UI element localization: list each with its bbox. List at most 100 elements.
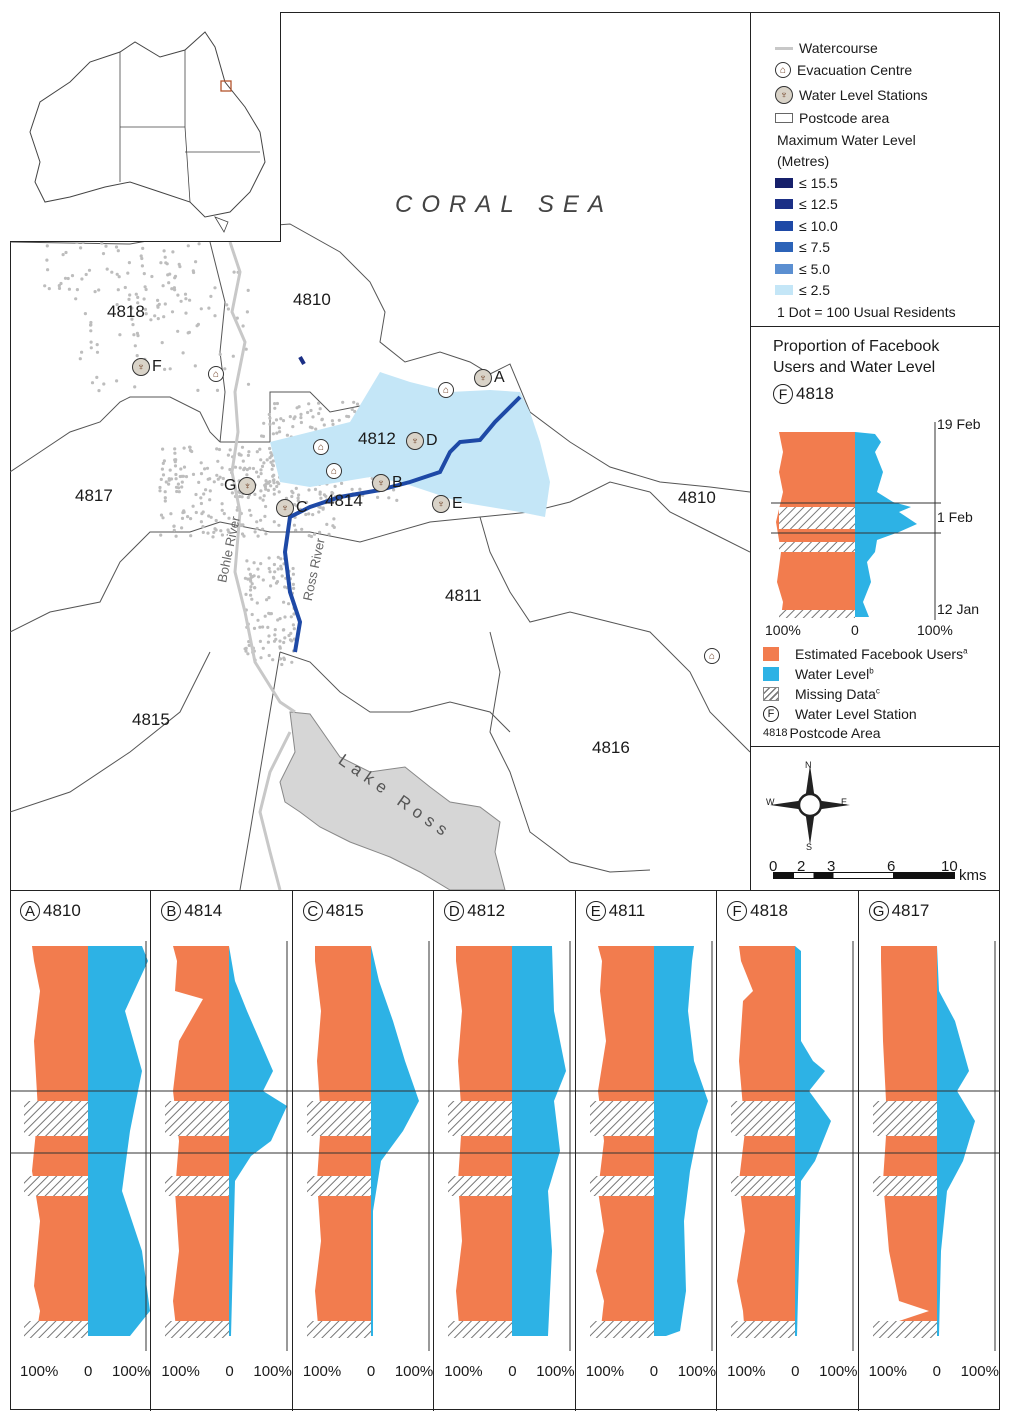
population-dot <box>216 459 220 463</box>
population-dot <box>144 287 148 292</box>
population-dot <box>217 447 222 452</box>
postcode-label: 4810 <box>678 488 716 507</box>
station-g: ♆ G <box>224 477 257 495</box>
population-dot <box>161 447 165 451</box>
population-dot <box>70 274 75 278</box>
population-dot <box>331 422 335 426</box>
chart-title: C 4815 <box>302 901 364 921</box>
population-dot <box>268 456 272 460</box>
population-dot <box>80 350 84 354</box>
population-dot <box>296 496 300 500</box>
population-dot <box>256 534 260 538</box>
axis-left: 100% <box>868 1363 907 1380</box>
population-dot <box>87 268 92 272</box>
missing-data <box>24 1176 88 1196</box>
population-dot <box>140 256 144 261</box>
population-dot <box>158 485 162 490</box>
population-dot <box>269 584 273 588</box>
population-dot <box>207 306 211 310</box>
population-dot <box>245 468 249 472</box>
population-dot <box>264 487 268 491</box>
population-dot <box>74 297 78 301</box>
scale-tick: 3 <box>827 858 836 875</box>
population-dot <box>163 499 167 503</box>
population-dot <box>184 311 188 315</box>
population-dot <box>207 514 211 518</box>
population-dot <box>136 334 140 338</box>
population-dot <box>249 593 253 597</box>
population-dot <box>89 320 93 325</box>
population-dot <box>167 477 171 481</box>
missing-data <box>448 1321 513 1338</box>
population-dot <box>319 496 323 500</box>
population-dot <box>275 401 279 406</box>
chart-title: D 4812 <box>444 901 505 921</box>
chart-title: F 4818 <box>727 901 788 921</box>
population-dot <box>114 245 119 249</box>
station-a: ♆ A <box>474 369 505 387</box>
population-dot <box>228 467 232 472</box>
population-dot <box>283 636 287 640</box>
population-dot <box>167 281 171 285</box>
population-dot <box>203 467 207 471</box>
axis-right: 100% <box>253 1363 292 1380</box>
axis-left: 100% <box>727 1363 766 1380</box>
population-dot <box>188 448 192 452</box>
population-dot <box>176 293 180 297</box>
population-dot <box>143 307 148 311</box>
population-dot <box>294 528 298 532</box>
coastline <box>10 223 750 493</box>
axis-mid: 0 <box>791 1363 800 1380</box>
population-dot <box>290 660 294 664</box>
population-dot <box>259 656 263 660</box>
population-dot <box>90 381 95 385</box>
station-chart-c: C 4815 100% 0 100% <box>292 891 435 1411</box>
population-dot <box>270 467 274 471</box>
missing-data <box>731 1101 796 1136</box>
chart-postcode: 4818 <box>750 901 788 920</box>
axis-left: 100% <box>161 1363 200 1380</box>
population-dot <box>291 566 295 571</box>
missing-data <box>589 1176 654 1196</box>
population-dot <box>291 572 295 576</box>
axis-mid: 0 <box>508 1363 517 1380</box>
population-dot <box>283 585 287 589</box>
population-dot <box>279 564 283 568</box>
population-dot <box>325 522 329 526</box>
population-dot <box>246 382 251 386</box>
population-dot <box>299 416 303 420</box>
population-dot <box>110 270 114 274</box>
station-chart-svg <box>434 941 576 1351</box>
population-dot <box>290 494 294 499</box>
station-chart-svg <box>292 941 434 1351</box>
population-dot <box>205 466 210 470</box>
population-dot <box>330 419 334 423</box>
station-chart-svg <box>151 941 293 1351</box>
population-dot <box>255 520 259 524</box>
legend-dot: 1 Dot = 100 Usual Residents <box>777 304 956 320</box>
population-dot <box>268 416 272 420</box>
population-dot <box>274 637 278 641</box>
population-dot <box>194 492 198 497</box>
facebook-area <box>880 946 937 1336</box>
legend-level: ≤ 7.5 <box>775 239 830 255</box>
station-chart-svg <box>10 941 151 1351</box>
population-dot <box>305 500 309 504</box>
population-dot <box>287 602 291 606</box>
population-dot <box>262 494 266 498</box>
population-dot <box>258 447 262 451</box>
watercourses <box>228 241 296 890</box>
missing-data <box>165 1321 230 1338</box>
population-dot <box>100 241 104 245</box>
scale-bar <box>773 872 955 879</box>
population-dot <box>299 412 303 416</box>
legend-watercourse: Watercourse <box>775 40 878 56</box>
chart-title: E 4811 <box>585 901 645 921</box>
population-dot <box>250 582 254 586</box>
axis-left: 100% <box>765 622 801 638</box>
station-chart-svg <box>858 941 1000 1351</box>
population-dot <box>276 567 280 571</box>
population-dot <box>173 451 177 455</box>
population-dot <box>292 523 296 527</box>
station-chart-e: E 4811 100% 0 100% <box>575 891 718 1411</box>
